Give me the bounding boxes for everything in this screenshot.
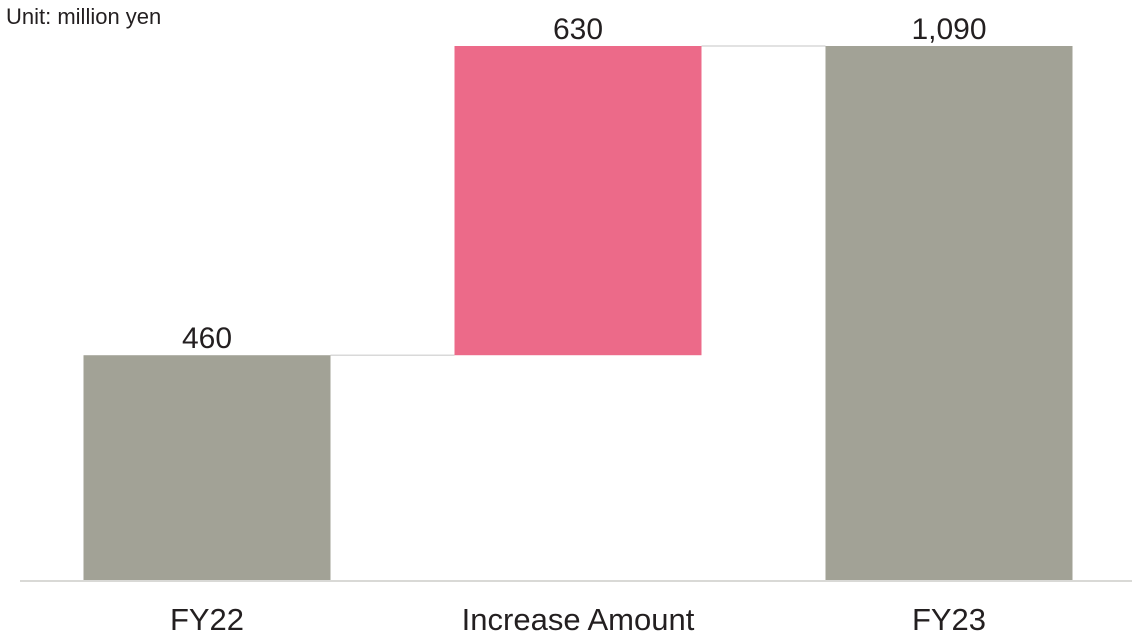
bar-increase-amount: [454, 46, 702, 356]
bar-fy22: [83, 355, 331, 581]
category-label-increase-amount: Increase Amount: [462, 602, 695, 637]
category-label-fy23: FY23: [912, 602, 986, 637]
value-label-fy23: 1,090: [911, 13, 986, 46]
value-label-fy22: 460: [182, 322, 232, 355]
value-label-increase-amount: 630: [553, 13, 603, 46]
category-label-fy22: FY22: [170, 602, 244, 637]
unit-label: Unit: million yen: [6, 4, 162, 29]
bar-fy23: [825, 46, 1073, 581]
